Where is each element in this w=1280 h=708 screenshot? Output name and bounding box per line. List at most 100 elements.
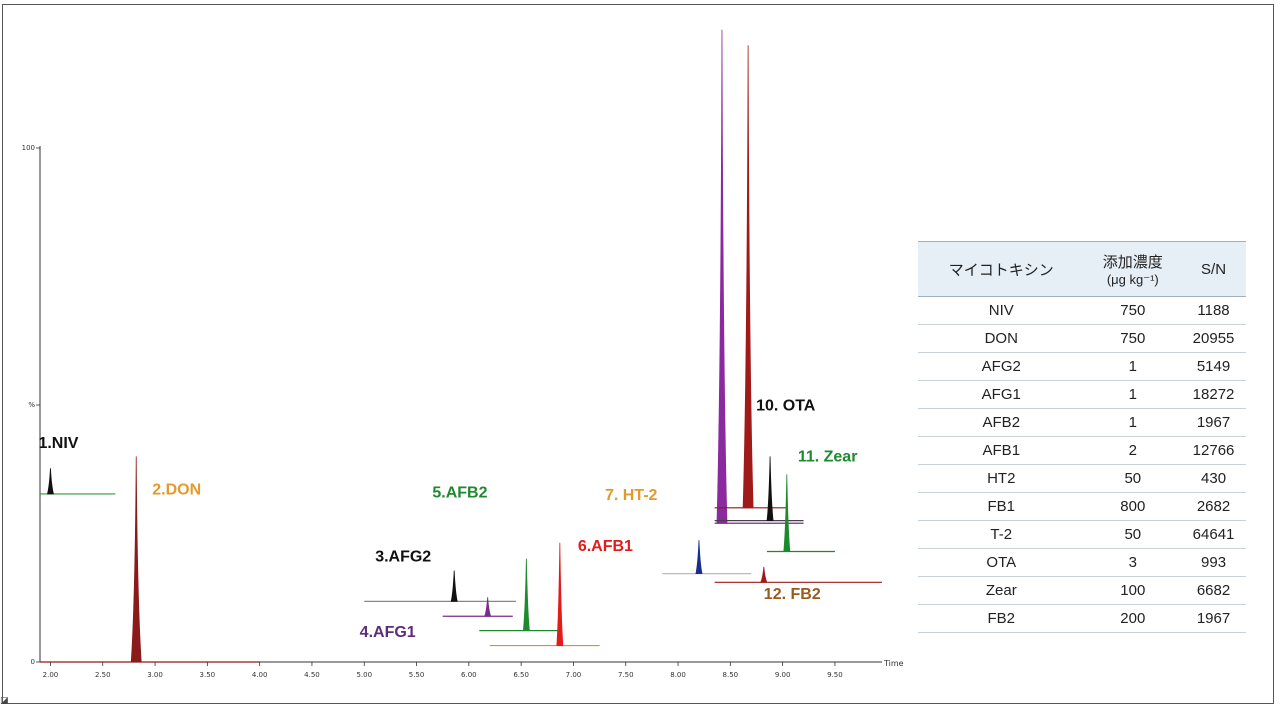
mycotoxin-cell: AFG1 xyxy=(918,380,1085,409)
peak xyxy=(556,542,564,646)
x-tick-label: 4.00 xyxy=(252,671,268,679)
mycotoxin-cell: FB2 xyxy=(918,604,1085,633)
sn-cell: 20955 xyxy=(1181,324,1246,353)
peak-label: 6.AFB1 xyxy=(578,538,633,555)
concentration-cell: 750 xyxy=(1084,324,1182,353)
concentration-cell: 100 xyxy=(1084,576,1182,605)
figure-frame xyxy=(2,4,1274,704)
peak xyxy=(522,558,530,632)
x-tick-label: 6.00 xyxy=(461,671,477,679)
sn-cell: 12766 xyxy=(1181,436,1246,465)
y-tick-label: 100 xyxy=(22,144,35,152)
sn-cell: 1188 xyxy=(1181,296,1246,325)
x-tick-label: 7.00 xyxy=(566,671,582,679)
peak-label: 1.NIV xyxy=(38,435,78,452)
x-tick-label: 2.50 xyxy=(95,671,111,679)
peak-label: 11. Zear xyxy=(798,448,858,465)
mycotoxin-cell: DON xyxy=(918,324,1085,353)
series-8: 8. FB1 xyxy=(714,29,804,524)
table-row: DON 750 20955 xyxy=(918,324,1246,353)
peak-label: 4.AFG1 xyxy=(360,624,416,641)
table-row: AFB1 2 12766 xyxy=(918,436,1246,465)
mycotoxin-cell: NIV xyxy=(918,296,1085,325)
peak-label: 3.AFG2 xyxy=(375,549,431,566)
header-spike-concentration: 添加濃度 (μg kg⁻¹) xyxy=(1084,241,1182,297)
x-tick-label: 8.00 xyxy=(670,671,686,679)
table-header-row: マイコトキシン 添加濃度 (μg kg⁻¹) S/N xyxy=(918,241,1246,297)
series-9: 9. T-2 xyxy=(714,45,788,509)
series-4: 4.AFG1 xyxy=(360,597,513,641)
sn-cell: 2682 xyxy=(1181,492,1246,521)
mycotoxin-cell: AFB2 xyxy=(918,408,1085,437)
concentration-cell: 750 xyxy=(1084,296,1182,325)
peak xyxy=(716,29,728,524)
header-sn: S/N xyxy=(1181,241,1246,297)
peak xyxy=(783,474,791,552)
series-10: 10. OTA xyxy=(714,397,816,522)
sn-cell: 993 xyxy=(1181,548,1246,577)
series-1: 1.NIV xyxy=(38,435,116,495)
corner-mark: ◪ xyxy=(0,696,9,706)
x-tick-label: 7.50 xyxy=(618,671,634,679)
mycotoxin-cell: AFG2 xyxy=(918,352,1085,381)
sn-cell: 18272 xyxy=(1181,380,1246,409)
peak xyxy=(766,456,774,522)
peak-label: 10. OTA xyxy=(756,397,816,414)
mycotoxin-cell: HT2 xyxy=(918,464,1085,493)
mycotoxin-cell: Zear xyxy=(918,576,1085,605)
peak-label: 12. FB2 xyxy=(764,586,821,603)
x-tick-label: 3.00 xyxy=(147,671,163,679)
y-tick-label: % xyxy=(28,401,35,409)
x-tick-label: 5.00 xyxy=(356,671,372,679)
peak xyxy=(130,456,142,663)
x-axis-label: Time xyxy=(883,659,904,668)
x-tick-label: 8.50 xyxy=(723,671,739,679)
sn-cell: 5149 xyxy=(1181,352,1246,381)
peak xyxy=(450,570,458,602)
table-row: FB1 800 2682 xyxy=(918,492,1246,521)
concentration-cell: 200 xyxy=(1084,604,1182,633)
mycotoxin-cell: FB1 xyxy=(918,492,1085,521)
peak xyxy=(760,566,768,583)
mycotoxin-cell: OTA xyxy=(918,548,1085,577)
sn-cell: 6682 xyxy=(1181,576,1246,605)
table-row: HT2 50 430 xyxy=(918,464,1246,493)
concentration-cell: 1 xyxy=(1084,380,1182,409)
concentration-cell: 1 xyxy=(1084,408,1182,437)
concentration-cell: 2 xyxy=(1084,436,1182,465)
concentration-cell: 50 xyxy=(1084,520,1182,549)
table-row: NIV 750 1188 xyxy=(918,296,1246,325)
x-tick-label: 9.00 xyxy=(775,671,791,679)
peak-label: 7. HT-2 xyxy=(605,487,658,504)
x-tick-label: 2.00 xyxy=(43,671,59,679)
sn-cell: 1967 xyxy=(1181,408,1246,437)
header-spike-label: 添加濃度 xyxy=(1102,253,1163,271)
peak xyxy=(46,468,54,495)
peak xyxy=(695,540,703,574)
series-11: 11. Zear xyxy=(766,448,858,553)
series-2: 2.DON xyxy=(40,456,260,663)
sn-cell: 1967 xyxy=(1181,604,1246,633)
header-mycotoxin: マイコトキシン xyxy=(918,241,1085,297)
concentration-cell: 1 xyxy=(1084,352,1182,381)
series-7: 7. HT-2 xyxy=(605,487,752,575)
peak-label: 2.DON xyxy=(152,481,201,498)
concentration-cell: 3 xyxy=(1084,548,1182,577)
mycotoxin-cell: AFB1 xyxy=(918,436,1085,465)
series-6: 6.AFB1 xyxy=(489,538,633,647)
x-tick-label: 5.50 xyxy=(409,671,425,679)
table-row: AFG1 1 18272 xyxy=(918,380,1246,409)
y-tick-label: 0 xyxy=(31,658,35,666)
table-row: AFG2 1 5149 xyxy=(918,352,1246,381)
sn-table: マイコトキシン 添加濃度 (μg kg⁻¹) S/N NIV 750 1188 DON… xyxy=(918,241,1246,633)
table-row: Zear 100 6682 xyxy=(918,576,1246,605)
peak-label: 5.AFB2 xyxy=(432,485,487,502)
table-row: FB2 200 1967 xyxy=(918,604,1246,633)
series-3: 3.AFG2 xyxy=(364,549,516,602)
peak xyxy=(484,597,492,617)
sn-cell: 430 xyxy=(1181,464,1246,493)
peak xyxy=(742,45,754,509)
x-tick-label: 9.50 xyxy=(827,671,843,679)
sn-cell: 64641 xyxy=(1181,520,1246,549)
